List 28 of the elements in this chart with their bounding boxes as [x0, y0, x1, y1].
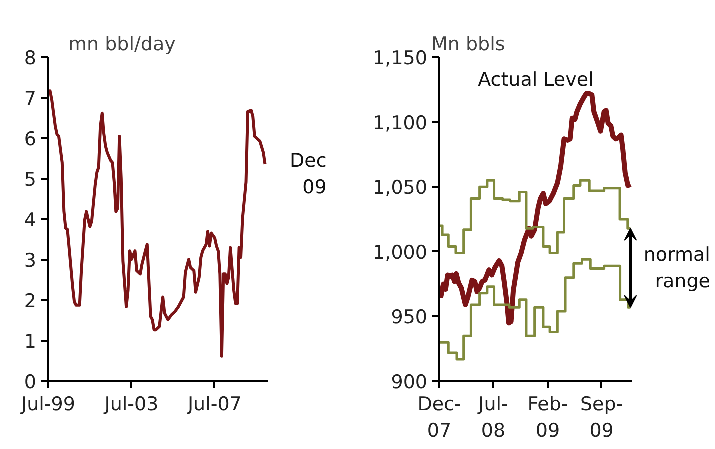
- x-tick-label: Jul-07: [186, 394, 242, 416]
- text: normal range: [644, 244, 710, 292]
- x-tick-label: Jul-08: [478, 394, 508, 442]
- y-tick-label: 1,000: [373, 242, 428, 264]
- y-axis-title: Mn bbls: [432, 34, 506, 56]
- x-tick-label: Jul-99: [20, 394, 76, 416]
- y-tick-label: 900: [391, 372, 428, 394]
- x-tick-label: Feb-09: [528, 394, 568, 442]
- y-tick-label: 2: [24, 290, 37, 312]
- y-tick-label: 6: [24, 128, 37, 150]
- y-tick-label: 1,100: [373, 112, 428, 134]
- series-label: Actual Level: [478, 69, 594, 92]
- x-tick-label: Jul-03: [104, 394, 159, 416]
- y-tick-label: 0: [24, 372, 37, 394]
- y-tick-label: 8: [24, 48, 37, 70]
- y-tick-label: 1,150: [373, 48, 428, 70]
- line-series: [48, 90, 267, 358]
- text: Dec 09: [290, 150, 327, 199]
- y-tick-label: 1,050: [373, 177, 428, 200]
- y-axis-title: mn bbl/day: [68, 34, 176, 56]
- x-tick-label: Dec-07: [418, 394, 462, 442]
- y-tick-label: 5: [24, 169, 37, 191]
- y-tick-label: 950: [391, 306, 428, 329]
- y-tick-label: 7: [24, 88, 37, 110]
- y-tick-label: 1: [24, 331, 37, 353]
- x-tick-label: Sep-09: [580, 394, 624, 442]
- y-tick-label: 4: [24, 210, 37, 232]
- y-tick-label: 3: [24, 250, 37, 272]
